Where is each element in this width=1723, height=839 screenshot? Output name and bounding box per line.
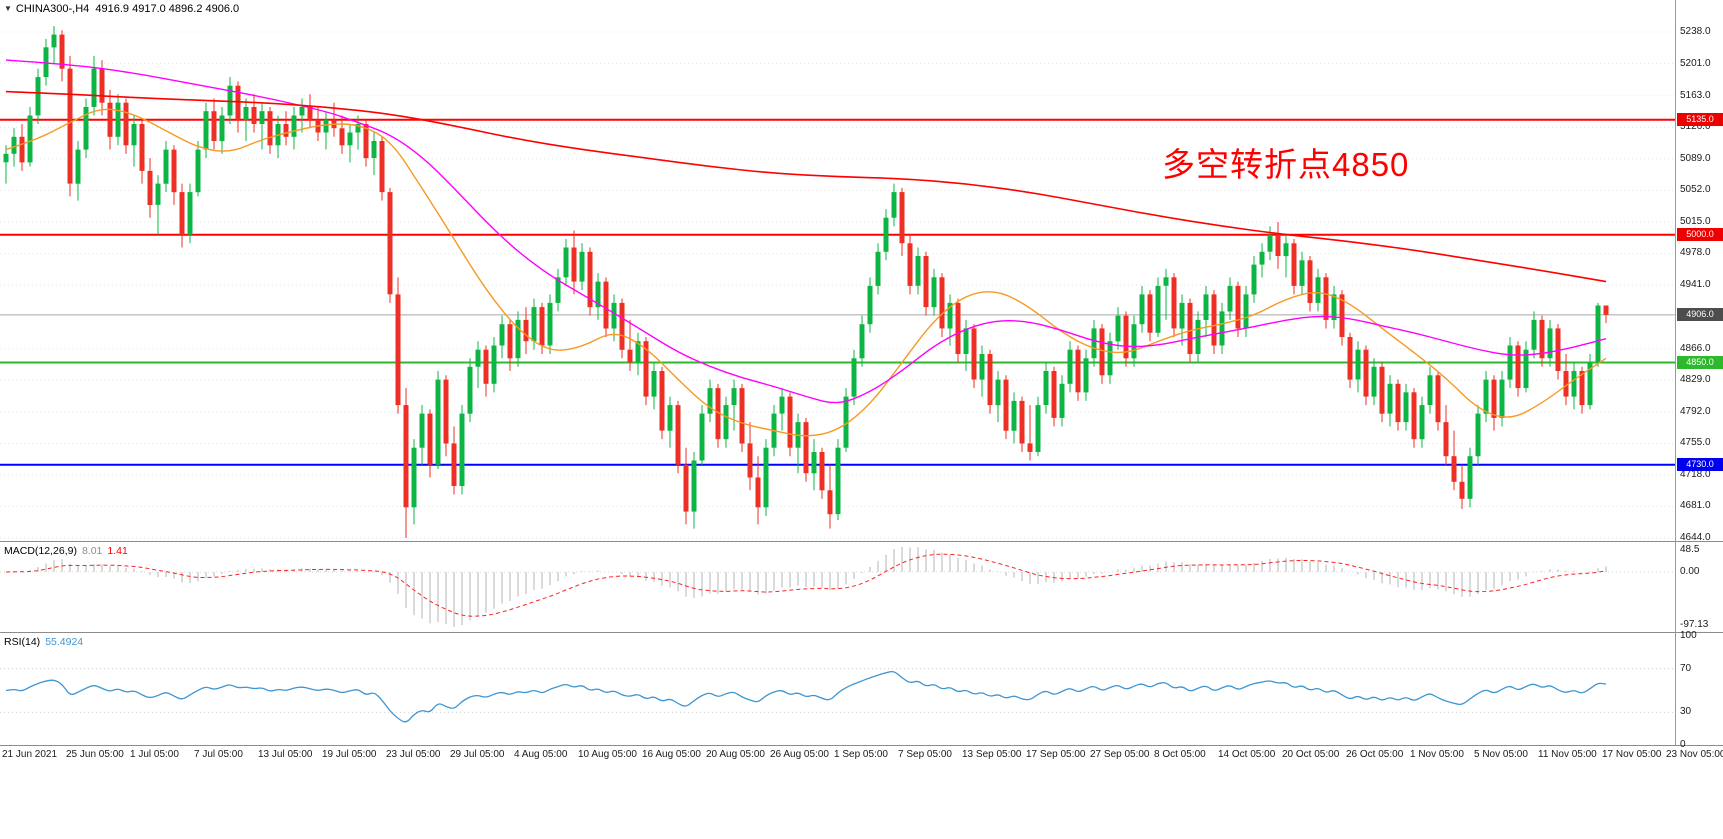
time-axis-label: 7 Sep 05:00: [898, 749, 952, 760]
chart-title-bar: ▼ CHINA300-,H4 4916.9 4917.0 4896.2 4906.…: [4, 3, 239, 15]
price-axis-label: 4829.0: [1680, 374, 1711, 386]
time-axis-label: 11 Nov 05:00: [1538, 749, 1597, 760]
price-level-tag: 5000.0: [1677, 227, 1723, 241]
time-axis-label: 1 Nov 05:00: [1410, 749, 1464, 760]
time-axis-label: 1 Sep 05:00: [834, 749, 888, 760]
chart-symbol-title: CHINA300-,H4: [15, 3, 90, 15]
time-axis-label: 17 Sep 05:00: [1026, 749, 1086, 760]
time-axis-label: 16 Aug 05:00: [642, 749, 701, 760]
price-axis-label: 4978.0: [1680, 247, 1711, 259]
rsi-indicator-label: RSI(14) 55.4924: [4, 636, 83, 648]
time-axis-label: 26 Aug 05:00: [770, 749, 829, 760]
price-axis-label: 4792.0: [1680, 405, 1711, 417]
time-axis-label: 13 Jul 05:00: [258, 749, 313, 760]
ma-mid-magenta: [5, 59, 1607, 404]
time-axis-label: 20 Oct 05:00: [1282, 749, 1340, 760]
rsi-value: 55.4924: [45, 636, 84, 648]
price-axis-label: 4755.0: [1680, 437, 1711, 449]
rsi-axis-label: 70: [1680, 662, 1692, 674]
time-axis-label: 14 Oct 05:00: [1218, 749, 1276, 760]
time-axis-label: 7 Jul 05:00: [194, 749, 243, 760]
price-axis-label: 5238.0: [1680, 26, 1711, 37]
price-axis-label: 5089.0: [1680, 152, 1711, 164]
time-axis-label: 25 Jun 05:00: [66, 749, 124, 760]
time-axis-label: 26 Oct 05:00: [1346, 749, 1404, 760]
macd-axis-label: 0.00: [1680, 566, 1700, 577]
time-axis-label: 17 Nov 05:00: [1602, 749, 1662, 760]
price-axis-label: 5052.0: [1680, 184, 1711, 196]
time-axis-label: 8 Oct 05:00: [1154, 749, 1206, 760]
macd-name: MACD(12,26,9): [4, 545, 77, 557]
price-level-tag: 5135.0: [1677, 112, 1723, 126]
time-axis-label: 20 Aug 05:00: [706, 749, 765, 760]
rsi-axis-label: 100: [1680, 630, 1697, 641]
ma-fast-orange: [5, 108, 1607, 437]
price-axis-label: 4718.0: [1680, 468, 1711, 480]
price-axis-label: 5163.0: [1680, 89, 1711, 101]
macd-main-value: 8.01: [81, 545, 103, 557]
price-level-tag: 4850.0: [1677, 355, 1723, 369]
current-price-tag: 4906.0: [1677, 307, 1723, 321]
macd-axis-label: -97.13: [1680, 619, 1709, 630]
ma-slow-red: [5, 90, 1607, 283]
price-axis-label: 4681.0: [1680, 500, 1711, 512]
time-axis-label: 29 Jul 05:00: [450, 749, 505, 760]
time-axis-label: 5 Nov 05:00: [1474, 749, 1528, 760]
one-click-trading-toggle-icon[interactable]: ▼: [4, 4, 12, 13]
price-axis-label: 4941.0: [1680, 279, 1711, 290]
time-axis-label: 23 Jul 05:00: [386, 749, 441, 760]
time-axis-label: 23 Nov 05:00: [1666, 749, 1723, 760]
price-axis-label: 4644.0: [1680, 532, 1711, 543]
price-axis-label: 5015.0: [1680, 215, 1711, 227]
time-axis-label: 10 Aug 05:00: [578, 749, 637, 760]
time-axis-label: 4 Aug 05:00: [514, 749, 568, 760]
time-axis-label: 13 Sep 05:00: [962, 749, 1022, 760]
chart-annotation-text: 多空转折点4850: [1162, 146, 1410, 183]
macd-axis-label: 48.5: [1680, 544, 1700, 555]
price-axis-label: 5126.0: [1680, 121, 1711, 133]
rsi-axis-label: 0: [1680, 739, 1686, 750]
price-axis-label: 4866.0: [1680, 342, 1711, 354]
macd-signal-value: 1.41: [107, 545, 128, 557]
time-axis-label: 19 Jul 05:00: [322, 749, 377, 760]
time-axis-label: 21 Jun 2021: [2, 749, 58, 760]
rsi-axis-label: 30: [1680, 706, 1692, 718]
macd-indicator-label: MACD(12,26,9) 8.01 1.41: [4, 545, 128, 557]
price-level-tag: 4730.0: [1677, 457, 1723, 471]
chart-ohlc-values: 4916.9 4917.0 4896.2 4906.0: [95, 3, 240, 15]
time-axis-label: 27 Sep 05:00: [1090, 749, 1150, 760]
time-axis-label: 1 Jul 05:00: [130, 749, 179, 760]
price-axis-label: 5201.0: [1680, 57, 1711, 69]
rsi-name: RSI(14): [4, 636, 41, 648]
